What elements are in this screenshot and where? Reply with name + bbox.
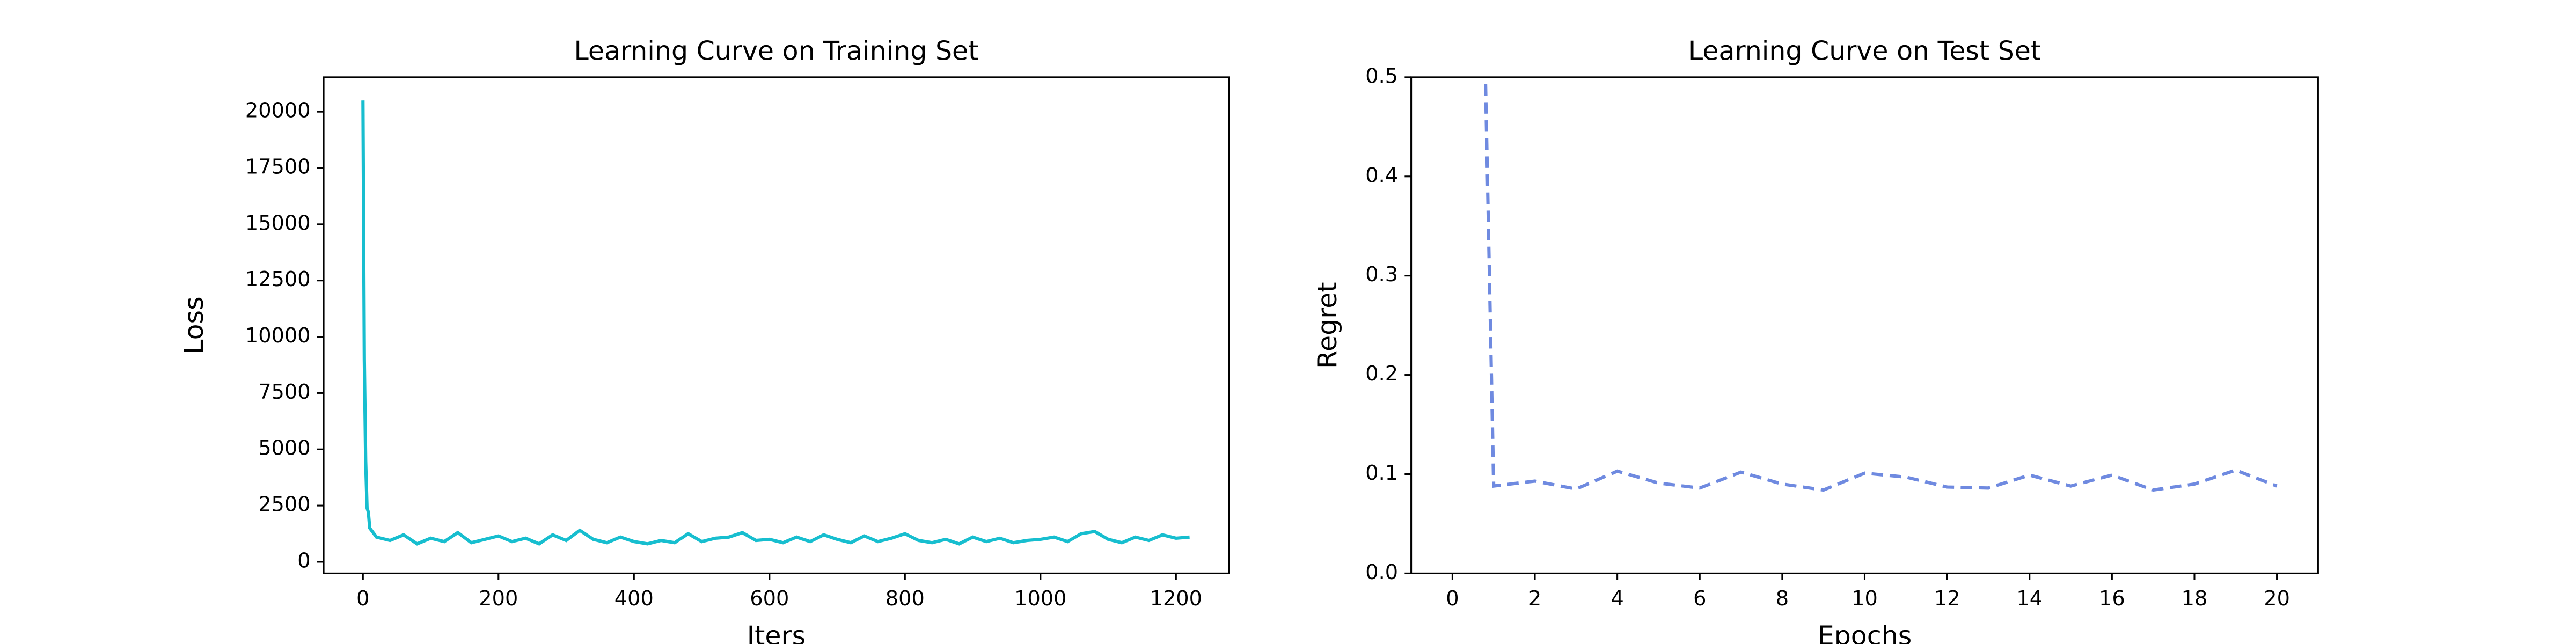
x-tick-label: 2: [1528, 587, 1541, 611]
x-tick-label: 16: [2099, 587, 2125, 611]
data-line: [361, 100, 1190, 546]
x-tick-label: 800: [885, 587, 925, 611]
x-tick-label: 0: [356, 587, 369, 611]
y-tick-label: 0.5: [1365, 64, 1398, 88]
chart-title: Learning Curve on Training Set: [574, 35, 978, 66]
y-tick-label: 5000: [258, 436, 310, 460]
y-tick-label: 7500: [258, 380, 310, 404]
axes-frame: [323, 76, 1230, 574]
x-tick-label: 18: [2182, 587, 2208, 611]
x-tick-label: 4: [1611, 587, 1623, 611]
y-tick-label: 0: [297, 548, 310, 573]
x-tick-label: 400: [614, 587, 654, 611]
x-tick-label: 1000: [1014, 587, 1066, 611]
y-tick-label: 0.4: [1365, 163, 1398, 187]
x-tick-label: 200: [479, 587, 518, 611]
y-axis-label: Regret: [1312, 282, 1343, 368]
y-tick-label: 2500: [258, 493, 310, 517]
plot-area: [1483, 77, 2278, 492]
plot-area: [361, 100, 1190, 546]
y-tick-label: 0.0: [1365, 560, 1398, 584]
y-tick-label: 17500: [245, 155, 311, 179]
x-tick-label: 0: [1446, 587, 1459, 611]
y-tick-label: 20000: [245, 99, 311, 123]
y-tick-label: 0.3: [1365, 262, 1398, 287]
y-tick-label: 0.2: [1365, 362, 1398, 386]
x-tick-label: 6: [1693, 587, 1706, 611]
x-tick-label: 20: [2264, 587, 2290, 611]
x-axis-label: Epochs: [1818, 620, 1912, 644]
y-axis-label: Loss: [179, 296, 209, 354]
y-tick-label: 12500: [245, 267, 311, 291]
chart-title: Learning Curve on Test Set: [1688, 35, 2041, 66]
y-tick-label: 10000: [245, 324, 311, 348]
y-tick-label: 15000: [245, 211, 311, 235]
x-tick-label: 600: [750, 587, 789, 611]
x-tick-label: 8: [1776, 587, 1789, 611]
x-tick-label: 14: [2016, 587, 2043, 611]
x-axis-label: Iters: [747, 620, 806, 644]
x-tick-label: 1200: [1150, 587, 1202, 611]
data-line: [1483, 77, 2278, 492]
x-tick-label: 10: [1851, 587, 1878, 611]
x-tick-label: 12: [1934, 587, 1960, 611]
y-tick-label: 0.1: [1365, 461, 1398, 485]
